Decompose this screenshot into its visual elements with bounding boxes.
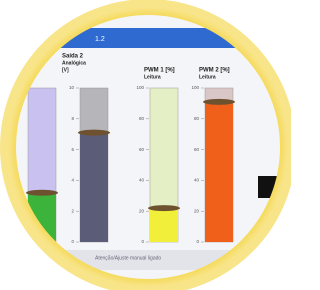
- tick-label: 20: [139, 208, 145, 213]
- tick-label: 20: [194, 208, 200, 213]
- tick-label: 100: [136, 85, 144, 90]
- tick-label: 60: [139, 147, 145, 152]
- status-text: Atenção/Ajuste manual ligado: [95, 255, 161, 261]
- gauge-label: Saída 2: [62, 54, 84, 60]
- gauge-label: [V]: [62, 67, 69, 73]
- gauge-handle: [26, 190, 58, 196]
- tick-label: 80: [139, 116, 145, 121]
- gauge-fill: [80, 133, 108, 242]
- tick-label: 60: [194, 147, 200, 152]
- gauge-label: PWM 2 [%]: [199, 68, 230, 74]
- gauge-label: Leitura: [144, 74, 161, 80]
- gauge-label: PWM 1 [%]: [144, 68, 175, 74]
- tick-label: 10: [69, 85, 75, 90]
- gauge-handle: [148, 205, 180, 211]
- gauge-fill: [205, 102, 233, 242]
- tick-label: 40: [194, 178, 200, 183]
- gauge-fill: [150, 208, 178, 242]
- page: 1.2 Atenção/Ajuste manual ligado 0246810…: [0, 0, 320, 290]
- tick-label: 100: [191, 85, 199, 90]
- gauge-label: Analógica: [62, 60, 86, 66]
- gauge-handle: [78, 130, 110, 136]
- tick-label: 40: [139, 178, 145, 183]
- gauge-label: Leitura: [199, 74, 216, 80]
- window-title: 1.2: [95, 36, 105, 43]
- tick-label: 80: [194, 116, 200, 121]
- gauge-handle: [203, 99, 235, 105]
- screenshot: 1.2 Atenção/Ajuste manual ligado 0246810…: [0, 0, 291, 290]
